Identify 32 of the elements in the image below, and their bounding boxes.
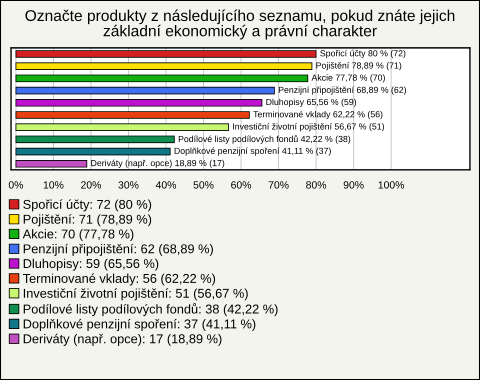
- legend-label: Spořicí účty: 72 (80 %): [23, 199, 152, 212]
- data-label: Dluhopisy 65,56 % (59): [266, 98, 356, 107]
- data-label: Doplňkové penzijní spoření 41,11 % (37): [174, 147, 331, 156]
- legend-label: Investiční životní pojištění: 51 (56,67 %): [24, 288, 248, 300]
- legend-label: Doplňkové penzijní spoření: 37 (41,11 %): [24, 318, 256, 331]
- x-tick-label: 30%: [118, 181, 139, 189]
- data-label: Akcie 77,78 % (70): [312, 74, 385, 82]
- data-label: Deriváty (např. opce) 18,89 % (17): [91, 160, 224, 168]
- legend-label: Dluhopisy: 59 (65,56 %): [24, 258, 158, 271]
- chart-title: Označte produkty z následujícího seznamu, pokud znáte jejich základní ekonomický a právní charakter: [25, 10, 454, 40]
- x-tick-label: 60%: [231, 181, 252, 189]
- legend-label: Penzijní připojištění: 62 (68,89 %): [24, 244, 213, 256]
- x-tick-label: 10%: [44, 181, 64, 189]
- x-tick-label: 70%: [268, 181, 289, 189]
- x-tick-label: 100%: [378, 181, 404, 189]
- data-label: Investiční životní pojištění 56,67 % (51): [233, 123, 384, 132]
- data-label: Penzijní připojištění 68,89 % (62): [278, 86, 406, 95]
- data-label: Podílové listy podílových fondů 42,22 % (38): [178, 134, 350, 144]
- x-tick-label: 50%: [194, 181, 214, 189]
- x-tick-label: 90%: [344, 181, 364, 189]
- x-tick-label: 80%: [306, 181, 326, 189]
- legend-label: Podílové listy podílových fondů: 38 (42,22 %): [24, 303, 278, 316]
- x-tick-label: 0%: [8, 181, 24, 189]
- legend-label: Akcie: 70 (77,78 %): [22, 229, 134, 242]
- x-tick-label: 20%: [81, 181, 102, 189]
- x-tick-label: 40%: [156, 181, 176, 189]
- legend-label: Pojištění: 71 (78,89 %): [24, 214, 152, 226]
- data-label: Spořicí účty 80 % (72): [320, 50, 406, 58]
- legend-label: Deriváty (např. opce): 17 (18,89 %): [24, 334, 222, 346]
- legend-label: Terminované vklady: 56 (62,22 %): [22, 273, 216, 286]
- data-label: Pojištění 78,89 % (71): [316, 62, 402, 70]
- data-label: Terminované vklady 62,22 % (56): [253, 110, 382, 120]
